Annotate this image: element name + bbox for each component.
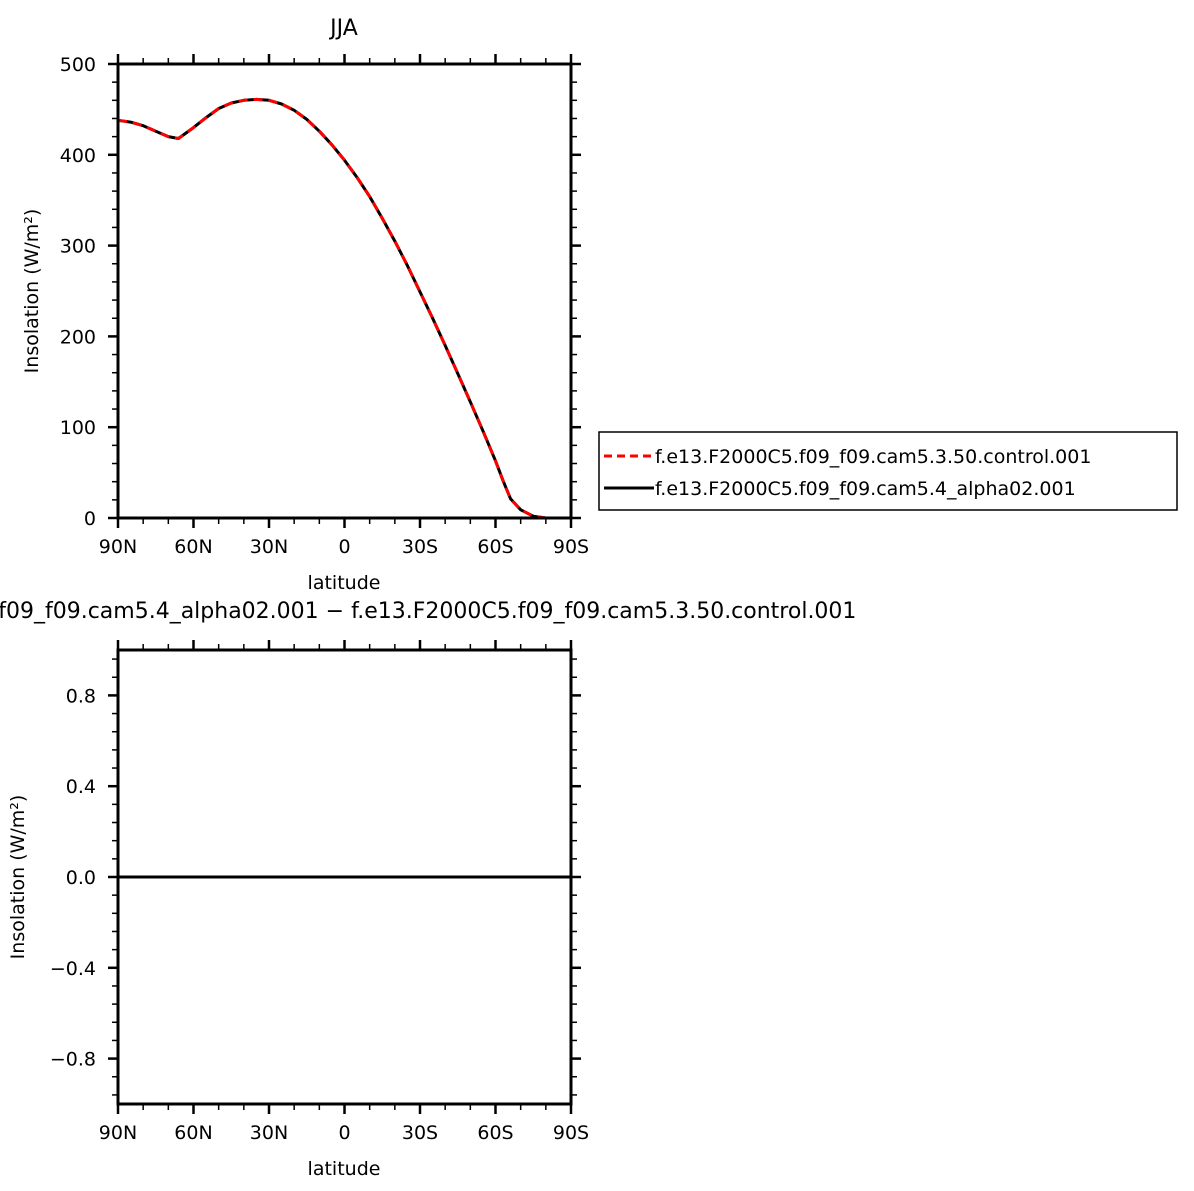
legend-label-control: f.e13.F2000C5.f09_f09.cam5.3.50.control.… bbox=[655, 446, 1091, 468]
bottom-y-tick-label: 0.0 bbox=[66, 867, 96, 889]
top-x-tick-label: 0 bbox=[338, 536, 350, 558]
bottom-y-tick-label: 0.8 bbox=[66, 685, 96, 707]
top-x-axis-label: latitude bbox=[308, 572, 381, 594]
top-series-line-1 bbox=[117, 97, 571, 520]
bottom-y-tick-label: −0.8 bbox=[50, 1049, 96, 1071]
top-x-tick-label: 90S bbox=[553, 536, 589, 558]
top-x-tick-label: 90N bbox=[99, 536, 137, 558]
bottom-x-tick-label: 60S bbox=[477, 1122, 513, 1144]
top-x-tick-label: 60S bbox=[477, 536, 513, 558]
legend-box bbox=[598, 431, 1178, 511]
top-y-tick-label: 400 bbox=[60, 145, 96, 167]
top-y-tick-label: 300 bbox=[60, 236, 96, 258]
top-series-line-0 bbox=[117, 97, 571, 520]
bottom-x-tick-label: 30N bbox=[250, 1122, 288, 1144]
top-y-tick-label: 200 bbox=[60, 326, 96, 348]
bottom-y-tick-label: 0.4 bbox=[66, 776, 96, 798]
top-x-tick-label: 30N bbox=[250, 536, 288, 558]
bottom-x-tick-label: 90N bbox=[99, 1122, 137, 1144]
top-chart-title: JJA bbox=[328, 16, 358, 41]
bottom-plot-frame bbox=[116, 648, 573, 1106]
bottom-y-tick-label: −0.4 bbox=[50, 958, 96, 980]
top-plot-frame bbox=[116, 62, 573, 520]
bottom-x-tick-label: 30S bbox=[402, 1122, 438, 1144]
top-plot-area bbox=[117, 97, 571, 520]
top-x-tick-label: 30S bbox=[402, 536, 438, 558]
legend-label-alpha02: f.e13.F2000C5.f09_f09.cam5.4_alpha02.001 bbox=[655, 478, 1076, 500]
bottom-x-tick-label: 90S bbox=[553, 1122, 589, 1144]
top-ticks bbox=[108, 54, 581, 528]
legend: f.e13.F2000C5.f09_f09.cam5.3.50.control.… bbox=[598, 431, 1178, 511]
top-tick-labels: 90N 60N 30N 0 30S 60S 90S 0 100 200 300 400 500 bbox=[60, 54, 589, 558]
bottom-x-axis-label: latitude bbox=[308, 1158, 381, 1180]
bottom-panel: f.e13.F2000C5.f09_f09.cam5.4_alpha02.001… bbox=[0, 599, 856, 1180]
top-y-tick-label: 0 bbox=[84, 508, 96, 530]
bottom-y-axis-label: Insolation (W/m²) bbox=[7, 795, 29, 960]
top-y-tick-label: 100 bbox=[60, 417, 96, 439]
bottom-chart-title: f.e13.F2000C5.f09_f09.cam5.4_alpha02.001… bbox=[0, 599, 856, 624]
top-x-tick-label: 60N bbox=[174, 536, 212, 558]
bottom-tick-labels: 90N 60N 30N 0 30S 60S 90S −0.8 −0.4 0.0 0.4 0.8 bbox=[50, 685, 589, 1144]
top-y-axis-label: Insolation (W/m²) bbox=[21, 209, 43, 374]
bottom-x-tick-label: 60N bbox=[174, 1122, 212, 1144]
bottom-x-tick-label: 0 bbox=[338, 1122, 350, 1144]
top-panel: JJA 90N 60N 30N 0 30S 60S 90S0100200300400500 … bbox=[21, 16, 589, 594]
top-y-tick-label: 500 bbox=[60, 54, 96, 76]
